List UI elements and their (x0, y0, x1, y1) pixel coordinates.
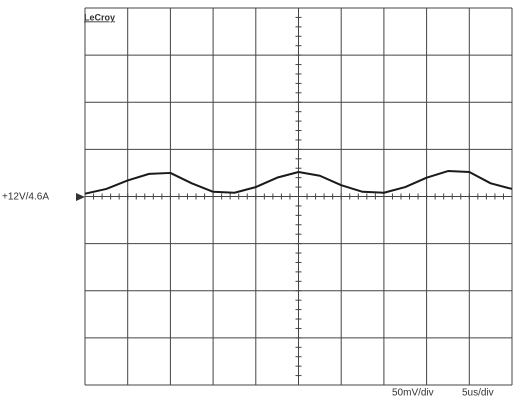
reference-marker (76, 193, 85, 201)
vertical-scale: 50mV/div (392, 388, 434, 399)
brand-logo: LeCroy (84, 12, 115, 22)
reference-label: +12V/4.6A (2, 192, 49, 203)
graticule (84, 7, 513, 386)
trace (84, 170, 513, 195)
horizontal-scale: 5us/div (462, 388, 494, 399)
